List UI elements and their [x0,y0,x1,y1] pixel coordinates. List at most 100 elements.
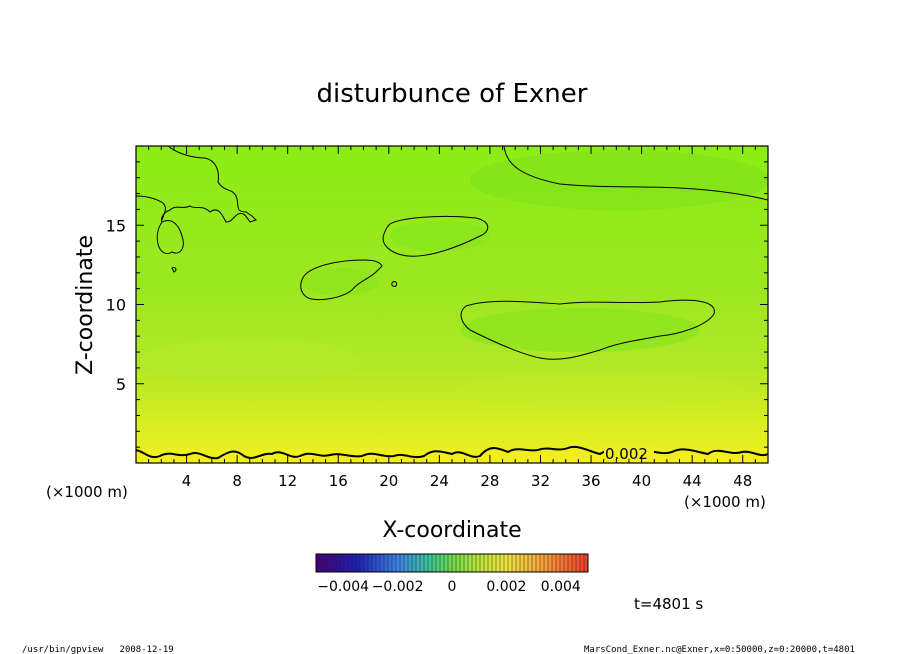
contour-lines [136,146,768,460]
contour-tiny-dot [391,281,397,287]
x-tick-label: 24 [430,472,449,490]
contour-tiny-mark [171,267,177,273]
colorbar-cell [536,554,541,572]
colorbar-cell [572,554,577,572]
x-tick-label: 28 [480,472,499,490]
colorbar-cell [440,554,445,572]
colorbar-cell [568,554,573,572]
colorbar-tick-label: −0.002 [372,579,424,595]
colorbar-cell [328,554,333,572]
y-tick-label: 10 [106,296,126,315]
contour-upper-right [503,146,768,201]
y-tick-label: 15 [106,216,126,235]
colorbar-cell [428,554,433,572]
colorbar-cell [472,554,477,572]
colorbar-cell [384,554,389,572]
x-tick-label: 16 [329,472,348,490]
colorbar-cell [444,554,449,572]
footer-left: /usr/bin/gpview 2008-12-19 [22,645,174,654]
colorbar-cell [492,554,497,572]
colorbar-cell [508,554,513,572]
colorbar-cell [436,554,441,572]
colorbar-cell [576,554,581,572]
plot-area [136,146,768,463]
colorbar-cell [424,554,429,572]
time-label: t=4801 s [634,595,703,613]
field-patch [460,372,740,408]
colorbar-cell [448,554,453,572]
colorbar-cell [504,554,509,572]
colorbar-cell [460,554,465,572]
colorbar-cell [496,554,501,572]
colorbar-cell [480,554,485,572]
colorbar-cell [528,554,533,572]
colorbar-cell [500,554,505,572]
colorbar-cell [416,554,421,572]
colorbar-cell [452,554,457,572]
colorbar-tick-label: 0 [448,579,457,595]
x-tick-label: 40 [632,472,651,490]
x-unit-label: (×1000 m) [684,493,766,511]
contour-mid-left [300,259,383,301]
x-axis-title: X-coordinate [382,518,521,543]
colorbar-cell [456,554,461,572]
field-patch [302,268,378,296]
field-patch [460,308,700,352]
x-tick-label: 4 [182,472,192,490]
colorbar-cell [344,554,349,572]
y-tick-label: 5 [116,375,126,394]
colorbar-cell [320,554,325,572]
colorbar-cell [388,554,393,572]
colorbar-frame [315,553,589,573]
colorbar-cell [396,554,401,572]
contour-lower-right [460,299,715,360]
colorbar-cell [392,554,397,572]
colorbar-cell [512,554,517,572]
y-unit-label: (×1000 m) [46,483,128,501]
colorbar-cell [524,554,529,572]
contour-top-left [161,146,257,223]
colorbar-cell [580,554,585,572]
contour-label: 0.002 [605,445,648,463]
colorbar-cell [372,554,377,572]
colorbar-cell [540,554,545,572]
x-axis: 4 8 12 16 20 24 28 32 36 40 44 48 [148,146,756,490]
x-tick-label: 44 [683,472,702,490]
colorbar-cell [552,554,557,572]
footer-right: MarsCond_Exner.nc@Exner,x=0:50000,z=0:20… [584,645,855,654]
contour-left-edge [136,195,166,221]
contour-small-blob [156,220,184,255]
colorbar-cell [376,554,381,572]
colorbar-cell [564,554,569,572]
colorbar-cell [332,554,337,572]
colorbar-cell [368,554,373,572]
colorbar-cell [340,554,345,572]
y-axis-title: Z-coordinate [73,235,98,375]
colorbar-cell [560,554,565,572]
colorbar-tick-label: −0.004 [317,579,369,595]
colorbar-cell [412,554,417,572]
x-tick-label: 20 [379,472,398,490]
colorbar-cell [476,554,481,572]
y-axis: 5 10 15 [106,161,768,448]
colorbar-cell [356,554,361,572]
colorbar-cell [420,554,425,572]
colorbar-tick-label: 0.004 [541,579,581,595]
colorbar-cell [532,554,537,572]
colorbar-tick-label: 0.002 [486,579,526,595]
x-tick-label: 48 [733,472,752,490]
x-tick-label: 32 [531,472,550,490]
x-tick-label: 12 [278,472,297,490]
colorbar-cell [468,554,473,572]
colorbar-cell [484,554,489,572]
colorbar-cell [336,554,341,572]
colorbar-cell [380,554,385,572]
colorbar-labels: −0.004 −0.002 0 0.002 0.004 [317,579,581,595]
contour-upper-center [382,215,489,257]
colorbar-cell [408,554,413,572]
colorbar-cell [432,554,437,572]
colorbar-cell [404,554,409,572]
colorbar-cell [584,554,589,572]
colorbar-cell [464,554,469,572]
